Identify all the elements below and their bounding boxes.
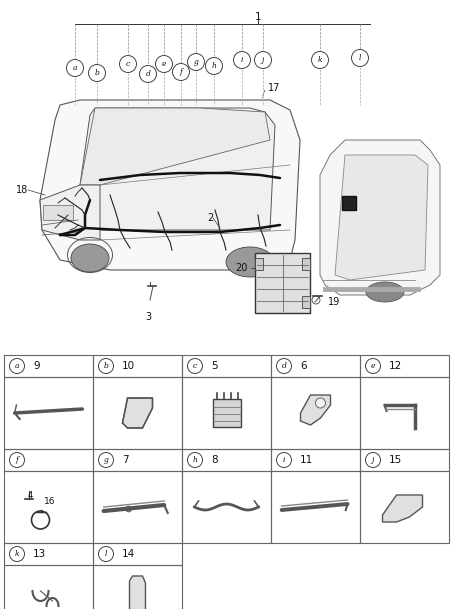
Bar <box>360 377 449 449</box>
Circle shape <box>315 398 326 408</box>
Text: 10: 10 <box>122 361 135 371</box>
Text: 3: 3 <box>145 312 151 322</box>
Text: 7: 7 <box>122 455 129 465</box>
Bar <box>182 355 271 377</box>
Bar <box>4 377 93 449</box>
Text: 17: 17 <box>268 83 280 93</box>
Bar <box>360 449 449 471</box>
Text: 20: 20 <box>236 263 248 273</box>
Text: 5: 5 <box>211 361 217 371</box>
Polygon shape <box>40 100 300 270</box>
Bar <box>93 449 182 471</box>
Text: 9: 9 <box>33 361 39 371</box>
Bar <box>360 471 449 543</box>
Bar <box>271 471 360 543</box>
Text: i: i <box>241 56 243 64</box>
Polygon shape <box>80 108 275 230</box>
Bar <box>93 543 182 565</box>
Text: j: j <box>262 56 264 64</box>
Bar <box>255 258 263 270</box>
Polygon shape <box>122 398 153 428</box>
Bar <box>43 205 73 220</box>
Text: e: e <box>162 60 166 68</box>
Polygon shape <box>130 576 145 609</box>
Bar <box>302 258 310 270</box>
Bar <box>182 449 271 471</box>
Bar <box>271 355 360 377</box>
Text: i: i <box>283 456 285 464</box>
Text: d: d <box>145 70 150 78</box>
Text: 14: 14 <box>122 549 135 559</box>
Ellipse shape <box>226 247 274 277</box>
Text: k: k <box>14 550 19 558</box>
Text: 8: 8 <box>211 455 217 465</box>
Polygon shape <box>335 155 428 280</box>
Text: c: c <box>126 60 130 68</box>
Text: f: f <box>15 456 19 464</box>
Bar <box>4 355 93 377</box>
Bar <box>4 471 93 543</box>
Text: d: d <box>282 362 286 370</box>
Text: g: g <box>104 456 108 464</box>
Text: a: a <box>15 362 19 370</box>
Text: 12: 12 <box>389 361 402 371</box>
Text: 2: 2 <box>207 213 213 223</box>
Text: h: h <box>193 456 198 464</box>
Bar <box>182 471 271 543</box>
Bar <box>360 355 449 377</box>
Text: j: j <box>372 456 374 464</box>
Text: 15: 15 <box>389 455 402 465</box>
Ellipse shape <box>366 282 404 302</box>
Bar <box>93 377 182 449</box>
Text: c: c <box>193 362 197 370</box>
Bar <box>93 565 182 609</box>
Text: f: f <box>179 68 183 76</box>
Bar <box>93 471 182 543</box>
Bar <box>271 449 360 471</box>
Ellipse shape <box>71 244 109 272</box>
Text: 6: 6 <box>300 361 307 371</box>
Bar <box>255 253 310 313</box>
Circle shape <box>125 506 132 512</box>
Text: 4: 4 <box>28 490 33 499</box>
Text: g: g <box>193 58 198 66</box>
Polygon shape <box>382 495 423 522</box>
Text: a: a <box>73 64 77 72</box>
Text: b: b <box>104 362 108 370</box>
Bar <box>4 543 93 565</box>
Polygon shape <box>40 185 100 240</box>
Text: b: b <box>95 69 100 77</box>
Text: 11: 11 <box>300 455 313 465</box>
Text: 16: 16 <box>43 498 55 507</box>
Polygon shape <box>300 395 331 425</box>
Text: h: h <box>212 62 217 70</box>
Bar <box>271 377 360 449</box>
Bar <box>212 399 241 427</box>
Text: 18: 18 <box>16 185 28 195</box>
Text: 1: 1 <box>255 12 261 22</box>
Polygon shape <box>80 108 270 185</box>
Bar <box>4 449 93 471</box>
Bar <box>182 377 271 449</box>
Bar <box>93 355 182 377</box>
Bar <box>342 196 356 210</box>
Text: l: l <box>105 550 107 558</box>
Text: l: l <box>359 54 361 62</box>
Text: 19: 19 <box>328 297 340 307</box>
Bar <box>302 296 310 308</box>
Text: e: e <box>371 362 375 370</box>
Text: k: k <box>318 56 323 64</box>
Text: 13: 13 <box>33 549 46 559</box>
Bar <box>4 565 93 609</box>
Polygon shape <box>320 140 440 295</box>
